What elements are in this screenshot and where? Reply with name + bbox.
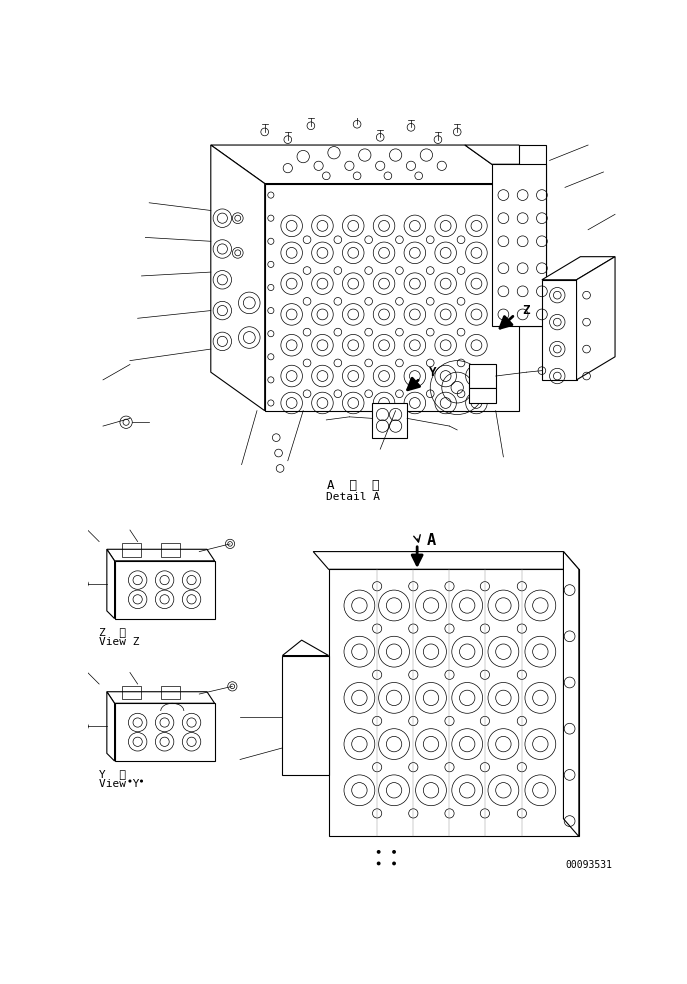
Polygon shape [282, 641, 328, 655]
Bar [122, 686, 142, 700]
Bar [161, 686, 180, 700]
Text: A: A [427, 532, 436, 547]
Text: Z  視: Z 視 [99, 627, 126, 637]
Text: 00093531: 00093531 [565, 860, 613, 870]
Polygon shape [264, 184, 519, 410]
Circle shape [128, 779, 131, 782]
Text: View Z: View Z [99, 637, 139, 646]
Polygon shape [372, 403, 407, 438]
Polygon shape [492, 164, 545, 326]
Polygon shape [563, 552, 579, 836]
Polygon shape [107, 549, 115, 619]
Text: A  詳  細: A 詳 細 [327, 479, 379, 492]
Polygon shape [576, 257, 615, 380]
Polygon shape [115, 561, 214, 619]
Polygon shape [469, 364, 496, 388]
Polygon shape [519, 145, 545, 326]
Bar [122, 543, 142, 557]
Circle shape [376, 850, 381, 854]
Circle shape [140, 779, 143, 782]
Polygon shape [328, 570, 579, 836]
Polygon shape [542, 257, 615, 279]
Polygon shape [211, 145, 264, 410]
Polygon shape [313, 552, 579, 570]
Polygon shape [211, 145, 519, 184]
Text: Detail A: Detail A [326, 492, 380, 502]
Polygon shape [542, 279, 576, 380]
Text: View Y: View Y [99, 779, 139, 789]
Polygon shape [115, 704, 214, 761]
Text: Z: Z [523, 304, 530, 317]
Bar [161, 543, 180, 557]
Polygon shape [469, 388, 496, 403]
Polygon shape [282, 655, 328, 774]
Circle shape [376, 862, 381, 865]
Polygon shape [107, 692, 115, 761]
Circle shape [392, 850, 396, 854]
Circle shape [392, 862, 396, 865]
Text: Y: Y [429, 366, 436, 379]
Text: Y  視: Y 視 [99, 769, 126, 779]
Polygon shape [107, 549, 214, 561]
Polygon shape [465, 145, 545, 164]
Polygon shape [107, 692, 214, 704]
